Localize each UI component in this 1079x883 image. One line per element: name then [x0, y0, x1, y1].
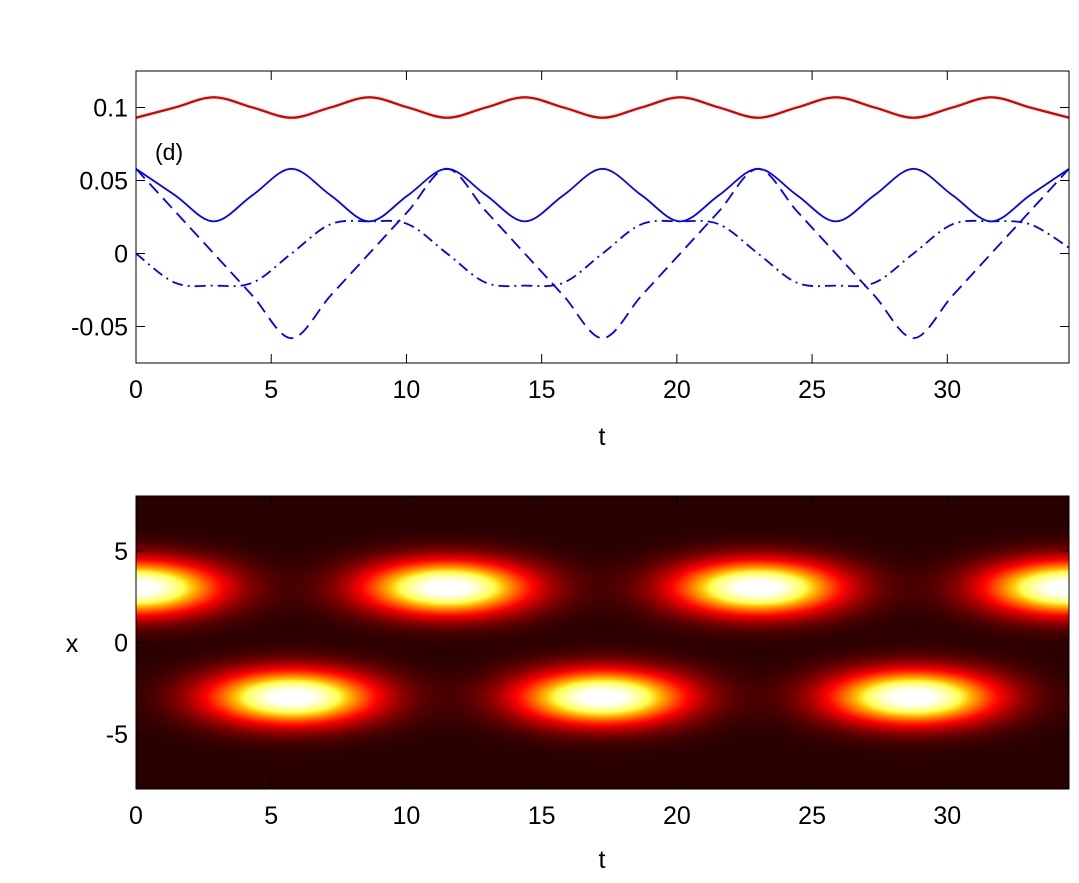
series-line-3-dashdot	[135, 219, 1070, 288]
x-tick-label: 5	[264, 376, 278, 404]
bottom-axes-frame	[135, 495, 1070, 790]
y-tick-label: 5	[114, 538, 128, 566]
y-tick-label: 0	[114, 241, 128, 269]
series-line-0-solid	[135, 96, 1070, 119]
y-tick-label: -5	[106, 721, 128, 749]
heatmap-image	[136, 496, 1069, 789]
x-tick-label: 25	[798, 376, 826, 404]
x-tick-label: 30	[933, 376, 961, 404]
x-tick-label: 10	[393, 376, 421, 404]
y-tick-label: 0	[114, 630, 128, 658]
y-tick-label: 0.05	[79, 168, 128, 196]
x-tick-label: 0	[129, 802, 143, 830]
x-tick-label: 25	[798, 802, 826, 830]
y-tick-label: 0.1	[93, 95, 128, 123]
series-line-1-solid	[135, 167, 1070, 223]
x-tick-label: 15	[528, 802, 556, 830]
x-tick-label: 30	[933, 802, 961, 830]
top-axes: 0 5 10 15 20 25 30 -0.05 0 0.05 0.1 (d) t	[71, 70, 1070, 451]
bottom-xlabel: t	[599, 846, 606, 874]
x-tick-label: 20	[663, 802, 691, 830]
top-axes-frame	[135, 70, 1070, 364]
top-xlabel: t	[599, 423, 606, 451]
x-tick-label: 20	[663, 376, 691, 404]
bottom-axes: 0 5 10 15 20 25 30 -5 0 5 t x	[66, 495, 1070, 874]
x-tick-label: 5	[264, 802, 278, 830]
bottom-ylabel: x	[66, 630, 79, 658]
panel-label: (d)	[155, 139, 183, 165]
x-tick-label: 0	[129, 376, 143, 404]
y-tick-label: -0.05	[71, 314, 128, 342]
x-tick-label: 10	[393, 802, 421, 830]
x-tick-label: 15	[528, 376, 556, 404]
series-line-2-dashed	[135, 167, 1070, 340]
